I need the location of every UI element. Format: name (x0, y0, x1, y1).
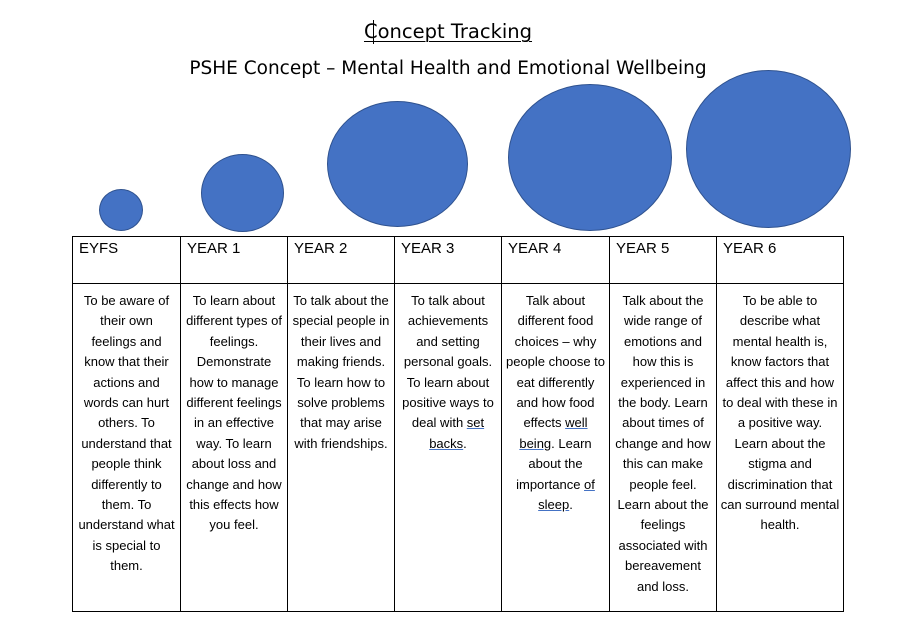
circle-year-6 (686, 70, 851, 228)
cell-year-3-text-end: . (463, 435, 467, 451)
header-year-4: YEAR 4 (501, 236, 610, 284)
circle-year-4 (508, 84, 672, 231)
circle-eyfs (99, 189, 143, 231)
page-title: Concept Tracking (363, 20, 533, 43)
header-eyfs: EYFS (72, 236, 181, 284)
header-year-6: YEAR 6 (716, 236, 844, 284)
cell-year-4: Talk about different food choices – why … (501, 283, 610, 612)
cell-year-4-spelling-mark-2: of sleep (538, 476, 595, 513)
cell-year-3-spelling-mark: set backs (429, 415, 485, 451)
cell-year-1: To learn about different types of feelin… (180, 283, 288, 612)
cell-year-2: To talk about the special people in thei… (287, 283, 395, 612)
cell-year-6: To be able to describe what mental healt… (716, 283, 844, 612)
cell-year-5: Talk about the wide range of emotions an… (609, 283, 717, 612)
concept-tracking-table: EYFS YEAR 1 YEAR 2 YEAR 3 YEAR 4 YEAR 5 … (72, 236, 844, 612)
page-subtitle: PSHE Concept – Mental Health and Emotion… (189, 58, 707, 79)
cell-year-3-text: To talk about achievements and setting p… (402, 293, 494, 431)
header-row: EYFS YEAR 1 YEAR 2 YEAR 3 YEAR 4 YEAR 5 … (72, 236, 844, 284)
cell-year-4-text-middle: . Learn about the importance (516, 435, 592, 492)
cell-year-3: To talk about achievements and setting p… (394, 283, 502, 612)
header-year-3: YEAR 3 (394, 236, 502, 284)
header-year-1: YEAR 1 (180, 236, 288, 284)
content-row: To be aware of their own feelings and kn… (72, 283, 844, 612)
header-year-5: YEAR 5 (609, 236, 717, 284)
cell-year-4-text: Talk about different food choices – why … (505, 293, 606, 431)
cell-year-4-text-end: . (569, 497, 573, 513)
cell-year-4-spelling-mark: well being (519, 415, 588, 451)
circle-year-2 (327, 101, 468, 227)
header-year-2: YEAR 2 (287, 236, 395, 284)
circle-year-1 (201, 154, 284, 232)
cell-eyfs: To be aware of their own feelings and kn… (72, 283, 181, 612)
text-cursor (373, 20, 374, 44)
